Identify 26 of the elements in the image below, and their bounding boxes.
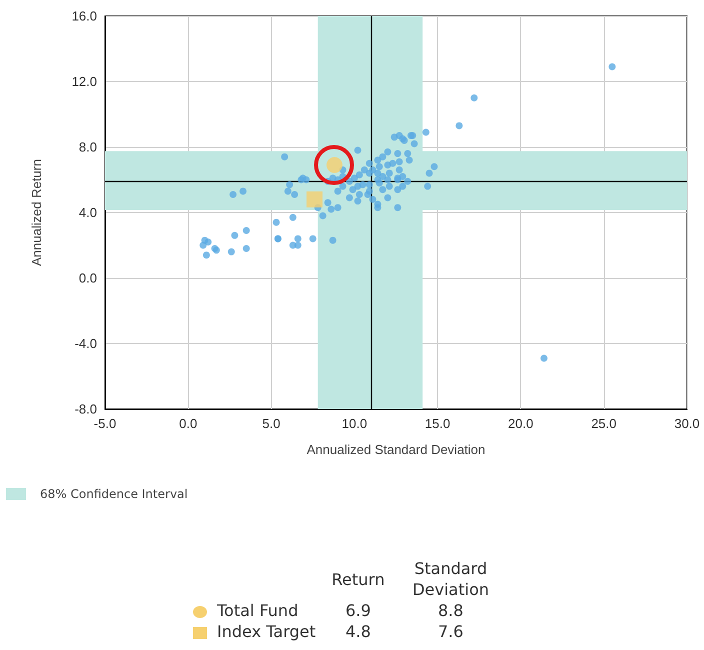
y-tick-label: 4.0 (78, 205, 97, 220)
x-tick-label: 30.0 (674, 416, 700, 431)
text: 8.8 (437, 600, 464, 621)
x-tick-label: 5.0 (262, 416, 280, 431)
text: 6.9 (344, 600, 372, 621)
y-tick-label: 16.0 (72, 8, 97, 24)
x-axis-title: Annualized Standard Deviation (306, 442, 486, 457)
y-tick-label: 0.0 (78, 270, 97, 286)
x-tick-label: 0.0 (179, 416, 198, 431)
legend-label: Index Target (216, 621, 317, 642)
text: 4.8 (344, 621, 372, 642)
text: Standard Deviation (411, 558, 490, 600)
legend-label: Total Fund (216, 600, 300, 621)
legend-label: 68% Confidence Interval (40, 487, 188, 501)
x-tick-label: 15.0 (424, 416, 450, 431)
y-tick-label: 8.0 (78, 140, 97, 154)
text: 7.6 (437, 621, 464, 642)
x-tick-label: -5.0 (94, 416, 116, 431)
x-tick-label: 25.0 (591, 416, 617, 431)
x-tick-label: 10.0 (342, 416, 368, 431)
y-tick-label: 12.0 (72, 74, 97, 89)
y-axis-title: Annualized Return (29, 159, 44, 266)
y-tick-label: -4.0 (74, 336, 97, 351)
x-tick-label: 20.0 (508, 416, 534, 431)
text: Return (330, 568, 386, 590)
y-tick-label: -8.0 (74, 402, 97, 416)
